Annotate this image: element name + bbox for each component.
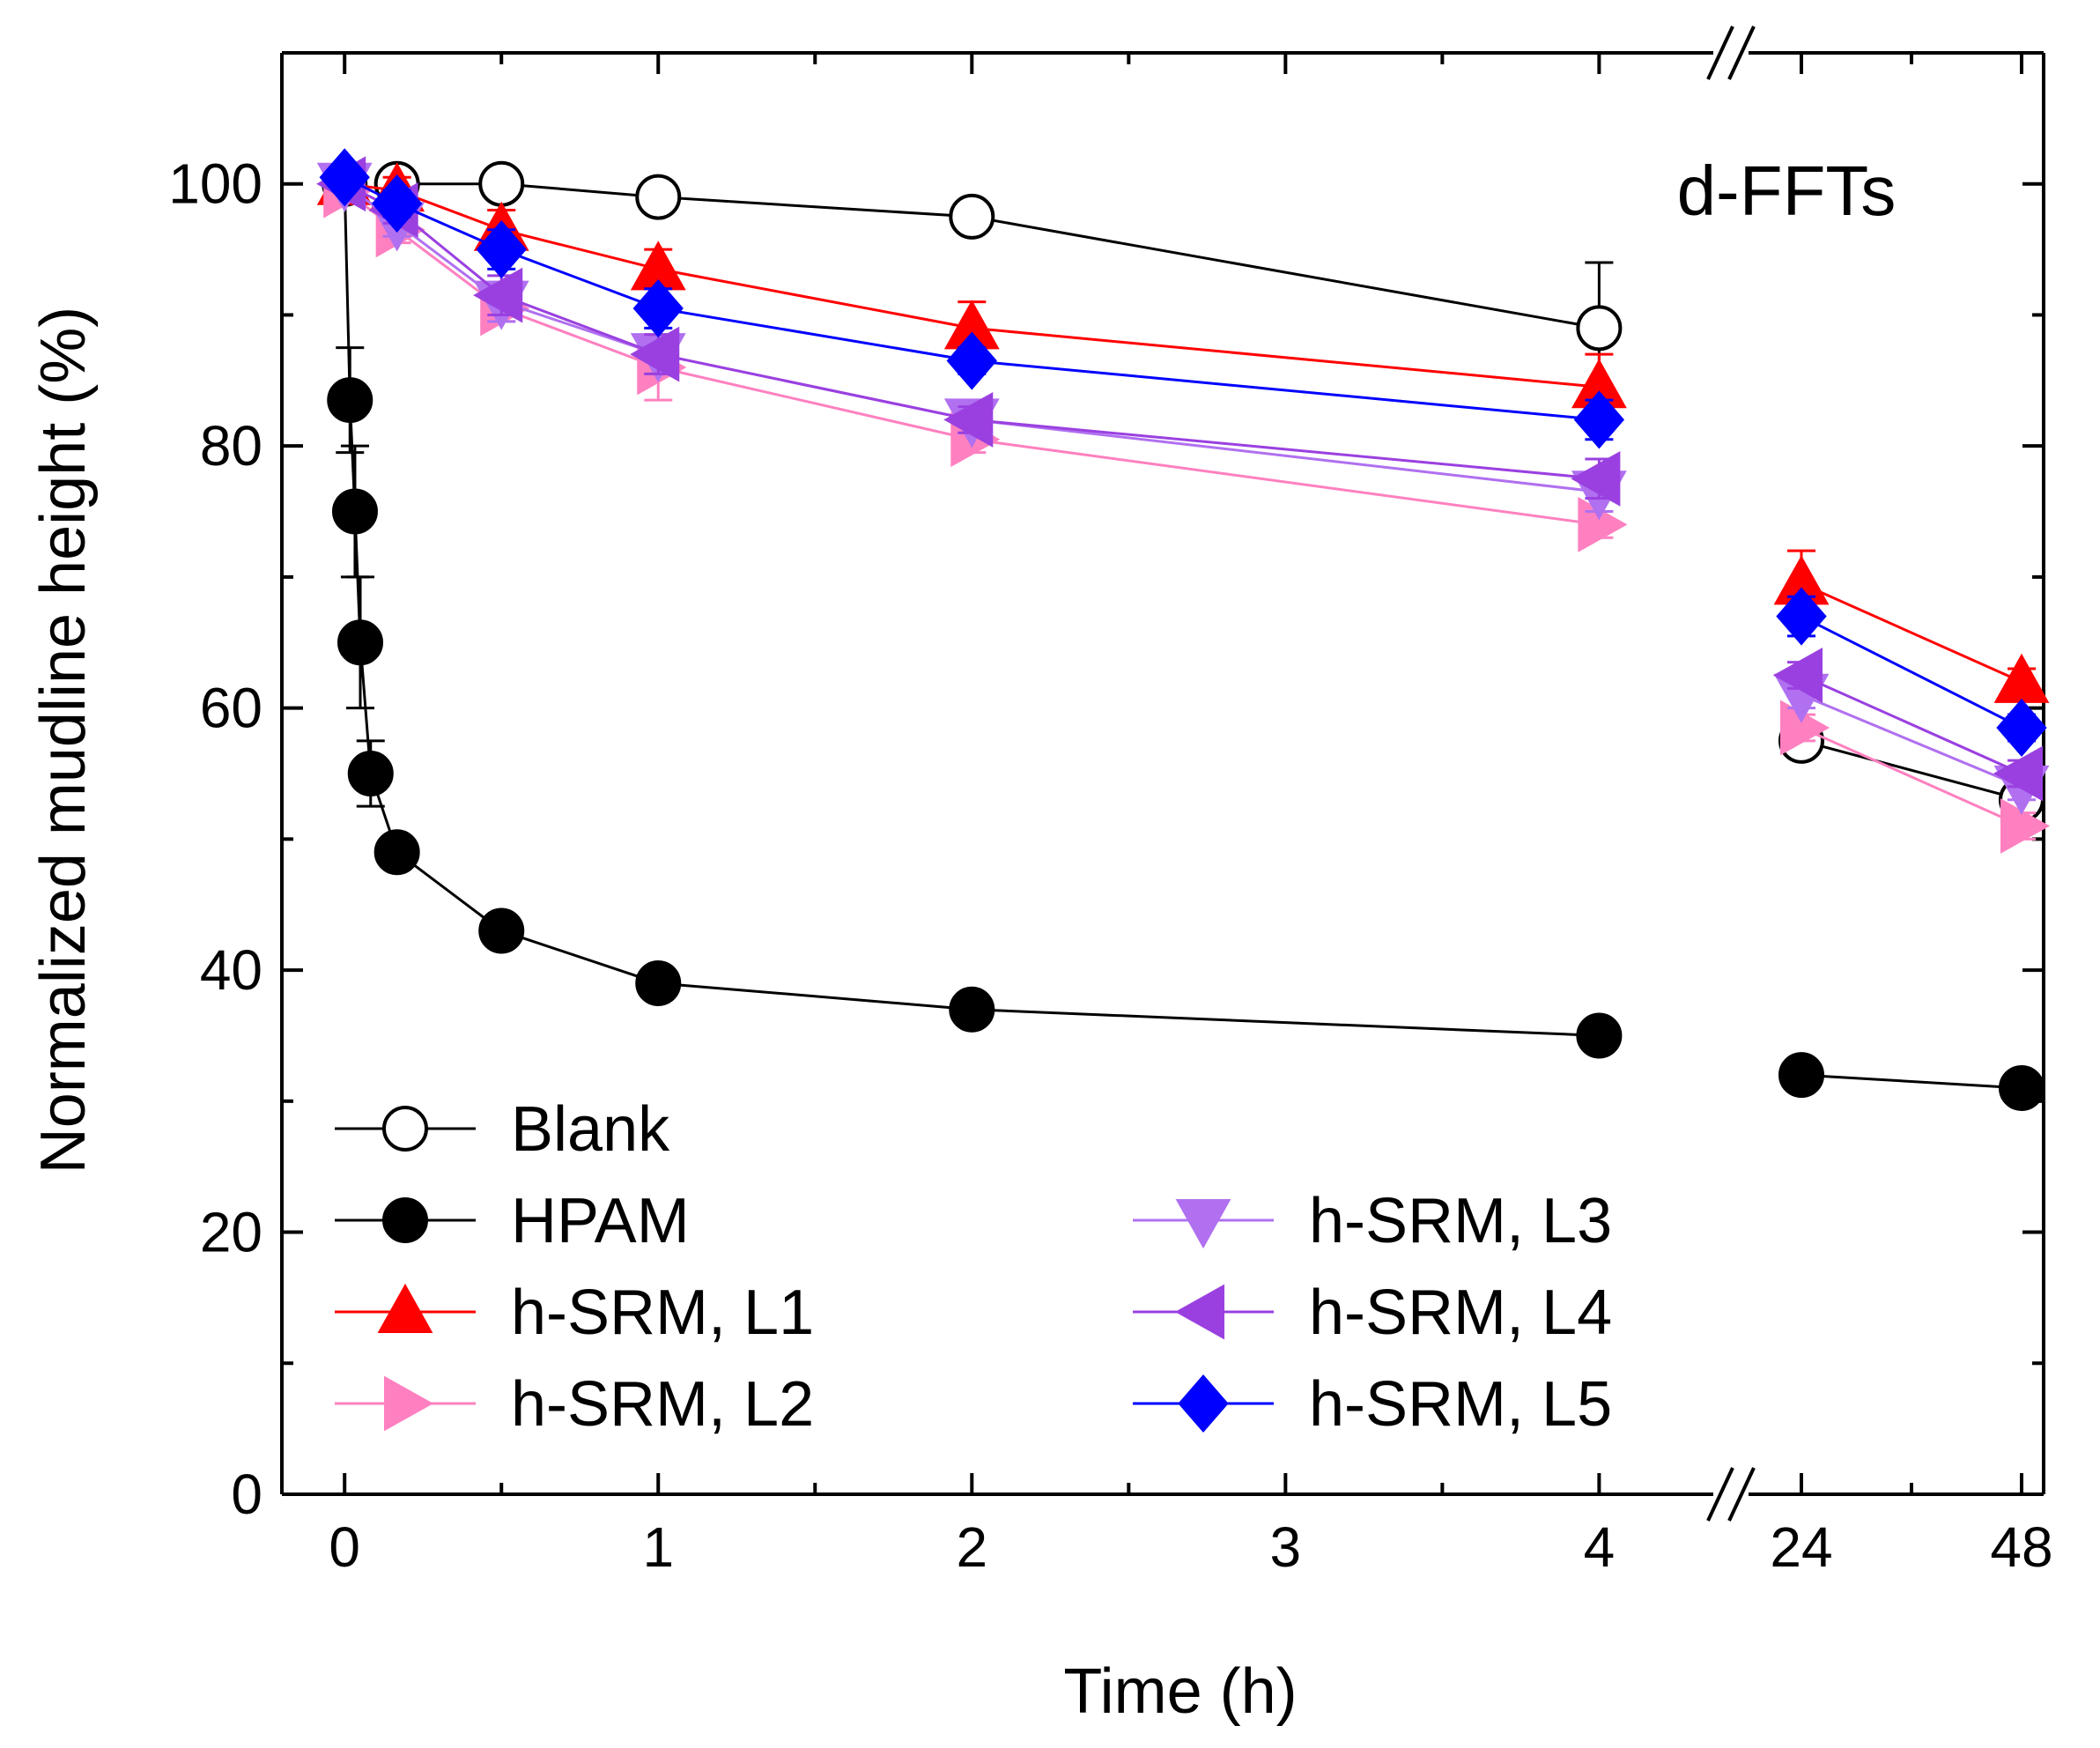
data-point-h-srm-l5 [319,148,370,207]
series-line-h-srm-l2-b [1801,726,2022,827]
axis-break-mark [1727,1467,1756,1522]
legend-marker [1178,1374,1229,1433]
data-point-h-srm-l5 [632,278,684,338]
axis-break-mark [1727,26,1756,80]
legend-marker [377,1283,433,1333]
series-line-h-srm-l1-b [1801,581,2022,684]
series-line-h-srm-l3-b [1801,693,2022,789]
data-point-blank [478,160,525,207]
axis-ticks: 0 20 40 60 80 100 0 1 2 3 4 24 48 [168,53,2053,1579]
legend-item: h-SRM, L5 [1133,1369,1612,1440]
data-point-hpam [635,959,682,1006]
series-layer [316,148,2051,1111]
data-point-h-srm-l4 [630,326,680,382]
data-point-blank [635,174,682,220]
x-tick-label: 1 [642,1515,674,1579]
legend-item: HPAM [335,1186,690,1256]
data-point-h-srm-l5 [1776,587,1827,646]
y-axis-title: Normalized mudline height (%) [28,307,99,1174]
data-point-hpam [949,986,995,1033]
legend-label: Blank [511,1094,670,1165]
data-point-h-srm-l4 [1772,648,1823,703]
data-point-hpam [373,829,420,876]
legend-label: h-SRM, L5 [1309,1369,1612,1440]
x-tick-label: 3 [1270,1515,1302,1579]
data-point-h-srm-l5 [946,331,997,390]
data-point-h-srm-l5 [476,220,527,279]
data-point-hpam [478,907,525,954]
x-axis-title: Time (h) [1063,1656,1297,1727]
y-tick-label: 100 [168,152,262,216]
x-tick-label: 24 [1770,1515,1832,1579]
legend-item: h-SRM, L1 [335,1278,814,1348]
y-tick-label: 80 [200,414,262,478]
legend-marker [384,1375,434,1432]
data-point-h-srm-l4 [473,267,523,323]
data-point-hpam [337,619,384,666]
legend-item: h-SRM, L3 [1133,1186,1612,1256]
data-point-h-srm-l5 [1996,698,2047,757]
data-point-h-srm-l5 [372,174,423,233]
data-point-hpam [1576,1012,1623,1059]
series-line-blank-a [396,182,1600,330]
axis-break-mark [1706,1467,1734,1522]
y-tick-label: 20 [200,1201,262,1264]
x-tick-label: 48 [1990,1515,2052,1579]
data-point-h-srm-l4 [1571,450,1621,507]
data-point-h-srm-l4 [1993,745,2043,802]
legend-marker [382,1106,428,1152]
data-point-hpam [331,488,378,535]
series-hpam [322,160,2045,1111]
data-point-blank [949,193,995,240]
data-point-h-srm-l1 [1993,653,2050,703]
series-line-blank-b [1801,739,2022,802]
y-tick-label: 60 [200,677,262,740]
series-line-h-srm-l5-b [1801,615,2022,730]
data-point-h-srm-l5 [1573,390,1625,449]
panel-label: d-FFTs [1677,152,1897,230]
data-point-h-srm-l2 [2000,798,2051,854]
series-h-srm-l5 [319,148,2047,757]
data-point-hpam [1778,1052,1824,1099]
x-tick-label: 0 [329,1515,360,1579]
legend-label: h-SRM, L4 [1309,1278,1612,1348]
data-point-blank [1576,305,1623,352]
y-tick-label: 40 [200,938,262,1002]
data-point-h-srm-l4 [943,392,994,448]
legend-item: h-SRM, L2 [335,1369,814,1440]
legend-item: h-SRM, L4 [1133,1278,1612,1348]
legend-label: HPAM [511,1186,690,1256]
legend-marker [1174,1284,1224,1340]
series-line-hpam-b [1801,1073,2022,1090]
data-point-hpam [347,751,394,796]
series-h-srm-l2 [323,162,2051,854]
legend-marker [1175,1199,1231,1249]
legend-marker [382,1197,428,1243]
x-tick-label: 2 [956,1515,987,1579]
legend-label: h-SRM, L1 [511,1278,814,1348]
x-tick-label: 4 [1584,1515,1616,1579]
axis-break-mark [1706,26,1734,80]
data-point-hpam [1999,1064,2045,1111]
series-line-h-srm-l4-b [1801,674,2022,775]
series-line-hpam-a [343,183,1600,1037]
legend-label: h-SRM, L3 [1309,1186,1612,1256]
legend-item: Blank [335,1094,670,1165]
legend-label: h-SRM, L2 [511,1369,814,1440]
legend: Blank HPAM h-SRM, L1 h-SRM, L2 h-SRM, L3 h-SR… [335,1094,1612,1440]
data-point-hpam [327,377,373,424]
y-tick-label: 0 [231,1463,262,1526]
